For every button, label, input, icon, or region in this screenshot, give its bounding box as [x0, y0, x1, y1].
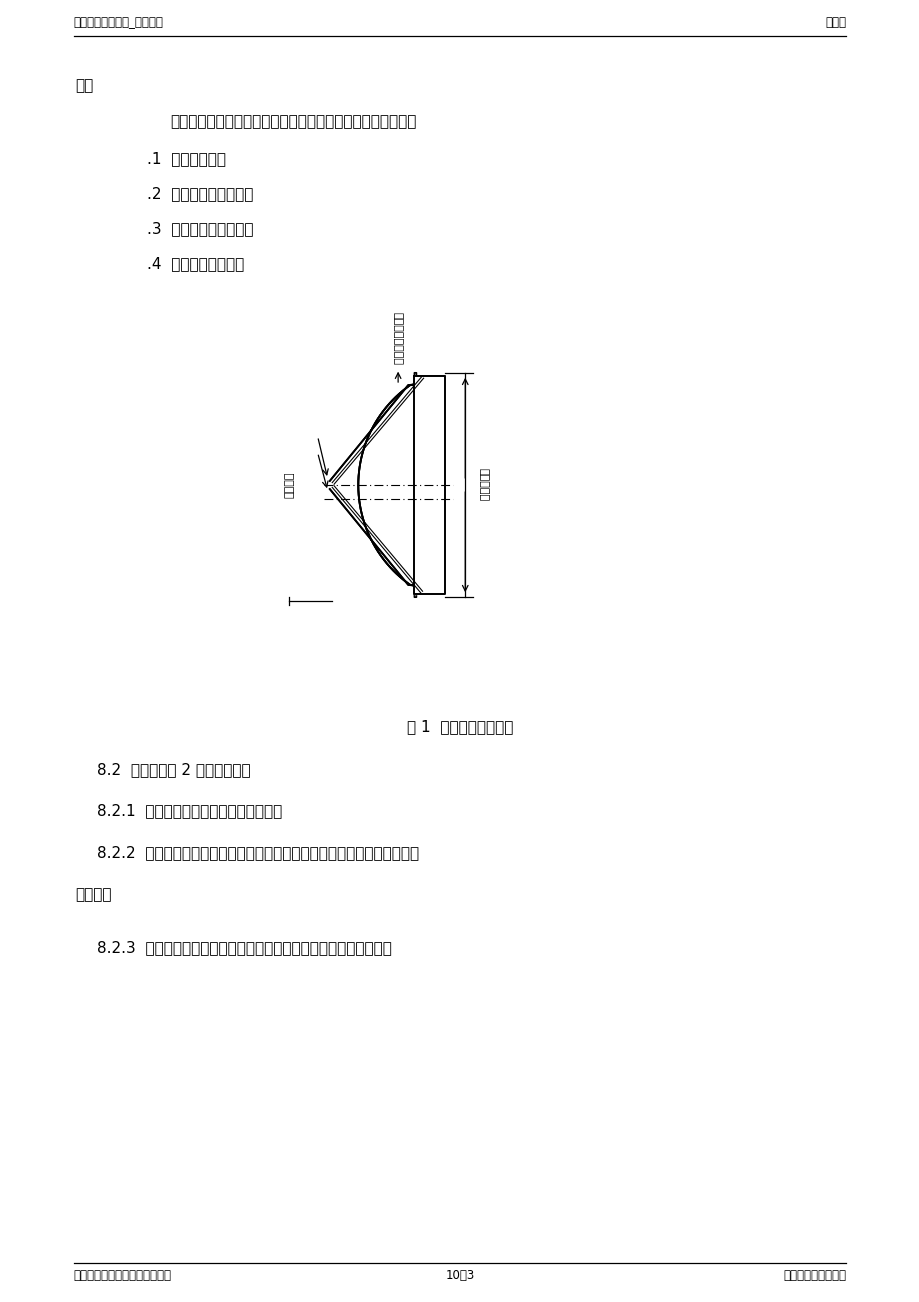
Text: 北京北重汽轮电机有限责任公司: 北京北重汽轮电机有限责任公司 [74, 1269, 172, 1282]
Text: 8.2  将鞍体按图 2 方式正立放。: 8.2 将鞍体按图 2 方式正立放。 [96, 762, 250, 777]
Text: 8.2.1  以鞍体底平面为基准，找正鞍体。: 8.2.1 以鞍体底平面为基准，找正鞍体。 [96, 803, 281, 819]
Text: 投标书: 投标书 [824, 16, 845, 29]
Text: .2  承缆槽圆弧中心线。: .2 承缆槽圆弧中心线。 [147, 186, 254, 202]
Text: 承缆槽圆弧中心线: 承缆槽圆弧中心线 [391, 311, 402, 365]
Text: 按设计图纸及制造工艺所给尺寸及要求，在鞍体上分别划出：: 按设计图纸及制造工艺所给尺寸及要求，在鞍体上分别划出： [170, 115, 416, 130]
Text: 底平面长度: 底平面长度 [478, 469, 488, 501]
Text: 10－3: 10－3 [445, 1269, 474, 1282]
Text: 主索鞍鞍体制造工艺: 主索鞍鞍体制造工艺 [783, 1269, 845, 1282]
Text: 鞍体长度: 鞍体长度 [284, 471, 294, 499]
Text: .3  底平面长度加工线。: .3 底平面长度加工线。 [147, 221, 254, 237]
Text: .1  主塔中心线。: .1 主塔中心线。 [147, 151, 226, 167]
Text: 图 1  鞍体直立放示意图: 图 1 鞍体直立放示意图 [406, 719, 513, 734]
Text: 8.2.3  按设计图纸及制造工艺所给尺寸及要求，在鞍体上分别划出：: 8.2.3 按设计图纸及制造工艺所给尺寸及要求，在鞍体上分别划出： [96, 940, 391, 956]
Text: 匀。: 匀。 [75, 78, 94, 94]
Text: 否均匀。: 否均匀。 [75, 887, 112, 902]
Polygon shape [410, 583, 445, 598]
Text: .4  鞍体长度加工线。: .4 鞍体长度加工线。 [147, 256, 244, 272]
Polygon shape [414, 376, 445, 594]
Text: 8.2.2  按设计图纸及制造工艺所给尺寸及要求，检测鞍体各处的加工余量是: 8.2.2 按设计图纸及制造工艺所给尺寸及要求，检测鞍体各处的加工余量是 [96, 845, 418, 861]
Polygon shape [410, 372, 445, 387]
Polygon shape [329, 385, 410, 585]
Text: 南京长江隧道工程_右汊桥梁: 南京长江隧道工程_右汊桥梁 [74, 16, 164, 29]
